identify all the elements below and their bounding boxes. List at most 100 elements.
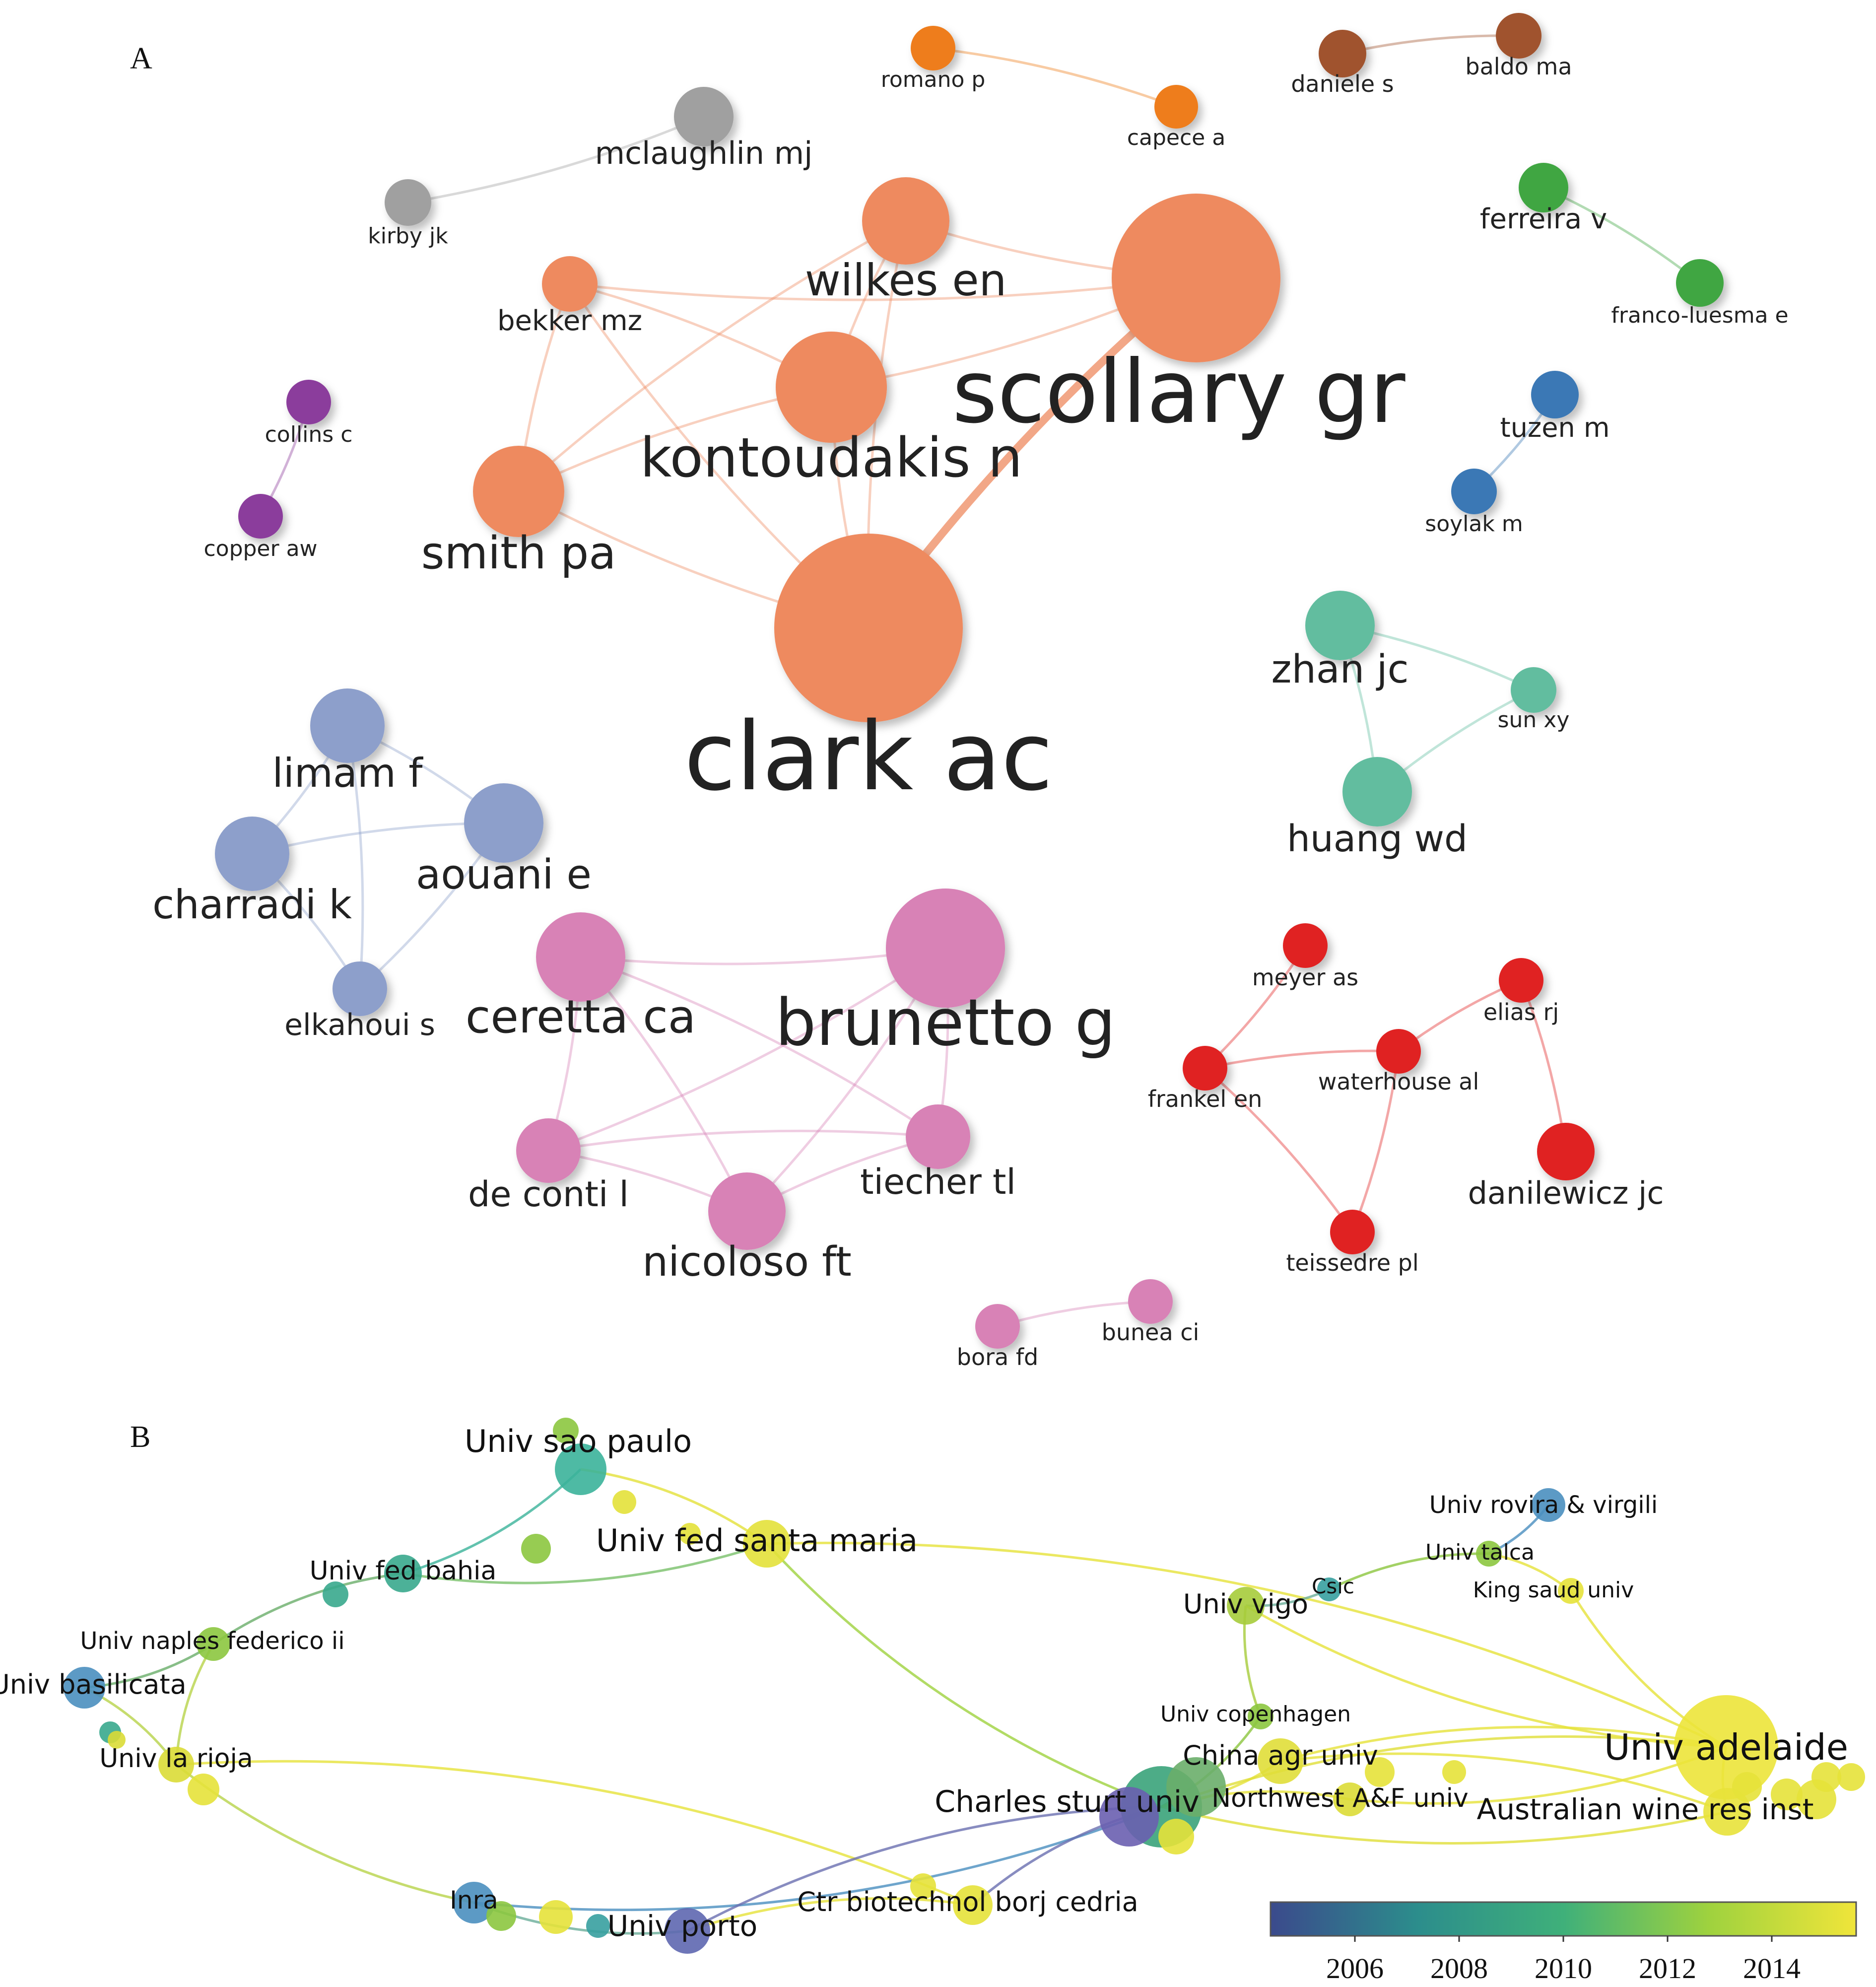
institution-node-unlabeled-20[interactable] [1837,1763,1865,1791]
author-node-elias[interactable] [1499,958,1543,1003]
institution-node-unlabeled-15[interactable] [1365,1757,1395,1787]
author-label-bekker: bekker mz [497,305,642,337]
author-node-brunetto[interactable] [886,889,1005,1008]
institution-node-borj[interactable] [953,1885,993,1925]
author-node-mclaughlin[interactable] [674,87,734,146]
author-edge-smith-wilkes [518,219,907,492]
institution-node-naples[interactable] [197,1627,230,1661]
institution-node-unlabeled-1[interactable] [612,1490,636,1514]
institution-node-china[interactable] [1258,1738,1303,1784]
institution-node-larioja[interactable] [158,1747,194,1782]
author-edge-scollary-bekker [569,276,1197,301]
institution-node-kingsaud[interactable] [1558,1578,1584,1604]
author-node-zhan[interactable] [1305,591,1375,660]
author-label-wilkes: wilkes en [805,255,1007,306]
year-colorbar: 2006 2008 2010 2012 2014 [1270,1901,1857,1985]
author-node-capece[interactable] [1154,85,1198,129]
author-node-franco[interactable] [1676,259,1724,307]
institution-node-unlabeled-11[interactable] [910,1873,936,1899]
author-node-tuzen[interactable] [1531,371,1579,418]
institution-node-unlabeled-14[interactable] [1158,1819,1194,1854]
institution-node-talca[interactable] [1476,1541,1502,1567]
author-label-limam: limam f [272,750,424,796]
institution-node-unlabeled-18[interactable] [1771,1779,1803,1810]
institution-label-copenhagen: Univ copenhagen [1160,1702,1351,1727]
author-node-daniele[interactable] [1319,30,1366,77]
institution-node-awri[interactable] [1703,1788,1751,1836]
author-label-danilewicz: danilewicz jc [1468,1175,1664,1211]
author-node-smith[interactable] [473,446,564,537]
institution-label-talca: Univ talca [1425,1540,1535,1565]
colorbar-ticks: 2006 2008 2010 2012 2014 [1326,1936,1801,1985]
institution-node-unlabeled-4[interactable] [323,1581,348,1607]
author-node-meyer[interactable] [1283,923,1328,968]
author-node-kontoudakis[interactable] [776,332,887,443]
institution-node-basilicata[interactable] [64,1667,105,1709]
author-node-soylak[interactable] [1451,469,1497,514]
author-node-waterhouse[interactable] [1376,1029,1421,1074]
author-node-deconti[interactable] [516,1118,581,1183]
author-node-teissedre[interactable] [1330,1210,1375,1254]
author-node-huang[interactable] [1342,757,1412,826]
institution-node-inra[interactable] [453,1882,495,1923]
institution-node-unlabeled-12[interactable] [1099,1787,1159,1847]
author-node-copper[interactable] [238,494,283,539]
author-node-clark[interactable] [774,534,963,722]
institution-label-santamaria: Univ fed santa maria [596,1522,918,1559]
institution-node-unlabeled-0[interactable] [553,1418,579,1443]
author-node-bekker[interactable] [542,256,598,312]
institution-node-copenhagen[interactable] [1248,1704,1273,1729]
author-node-baldo[interactable] [1496,13,1541,59]
author-label-brunetto: brunetto g [775,985,1116,1060]
author-node-frankel[interactable] [1183,1046,1227,1091]
author-edge-romano-capece [933,47,1177,108]
institution-node-csic[interactable] [1317,1577,1341,1601]
institution-node-saopaulo[interactable] [555,1443,606,1495]
institution-node-unlabeled-3[interactable] [679,1523,701,1545]
author-node-wilkes[interactable] [862,177,949,265]
institution-label-borj: Ctr biotechnol borj cedria [797,1886,1138,1918]
author-node-charradi[interactable] [215,817,289,891]
institution-node-santamaria[interactable] [743,1520,791,1568]
institution-node-unlabeled-8[interactable] [486,1901,516,1931]
author-label-deconti: de conti l [468,1174,629,1215]
institution-label-vigo: Univ vigo [1183,1588,1308,1620]
author-label-charradi: charradi k [152,882,352,928]
author-label-collins: collins c [265,422,353,447]
institution-node-unlabeled-17[interactable] [1732,1772,1762,1802]
author-node-ceretta[interactable] [536,912,625,1002]
author-node-tiecher[interactable] [906,1104,970,1169]
institution-node-northwest[interactable] [1333,1782,1367,1816]
institution-node-unlabeled-21[interactable] [1811,1762,1841,1792]
institution-node-unlabeled-10[interactable] [586,1914,610,1938]
author-node-collins[interactable] [286,380,331,424]
author-label-tuzen: tuzen m [1500,412,1610,443]
author-node-aouani[interactable] [464,783,543,863]
institution-label-porto: Univ porto [607,1909,757,1943]
author-node-romano[interactable] [911,26,955,70]
institution-node-unlabeled-16[interactable] [1442,1760,1466,1784]
author-node-scollary[interactable] [1112,194,1280,362]
institution-node-bahia[interactable] [384,1555,422,1592]
institution-node-unlabeled-2[interactable] [521,1534,551,1564]
author-node-limam[interactable] [310,688,385,763]
author-node-nicoloso[interactable] [708,1172,786,1250]
author-node-ferreira[interactable] [1519,163,1568,212]
author-node-bunea[interactable] [1128,1279,1173,1324]
institution-label-larioja: Univ la rioja [99,1744,253,1774]
author-node-sun[interactable] [1511,667,1556,713]
institution-node-unlabeled-13[interactable] [1166,1757,1226,1817]
author-node-bora[interactable] [975,1304,1020,1349]
author-node-elkahoui[interactable] [333,961,387,1016]
institution-node-unlabeled-7[interactable] [188,1774,219,1805]
institution-node-porto[interactable] [665,1908,710,1954]
institution-edge-charles-awri [1161,1805,1728,1845]
author-node-kirby[interactable] [385,179,431,226]
institution-node-unlabeled-9[interactable] [539,1900,573,1934]
institution-node-rovira[interactable] [1532,1488,1565,1522]
institution-node-vigo[interactable] [1227,1587,1265,1625]
author-edge-daniele-baldo [1342,34,1519,55]
author-node-danilewicz[interactable] [1537,1123,1595,1180]
panel-a-letter: A [130,42,152,75]
institution-node-unlabeled-6[interactable] [108,1731,126,1749]
